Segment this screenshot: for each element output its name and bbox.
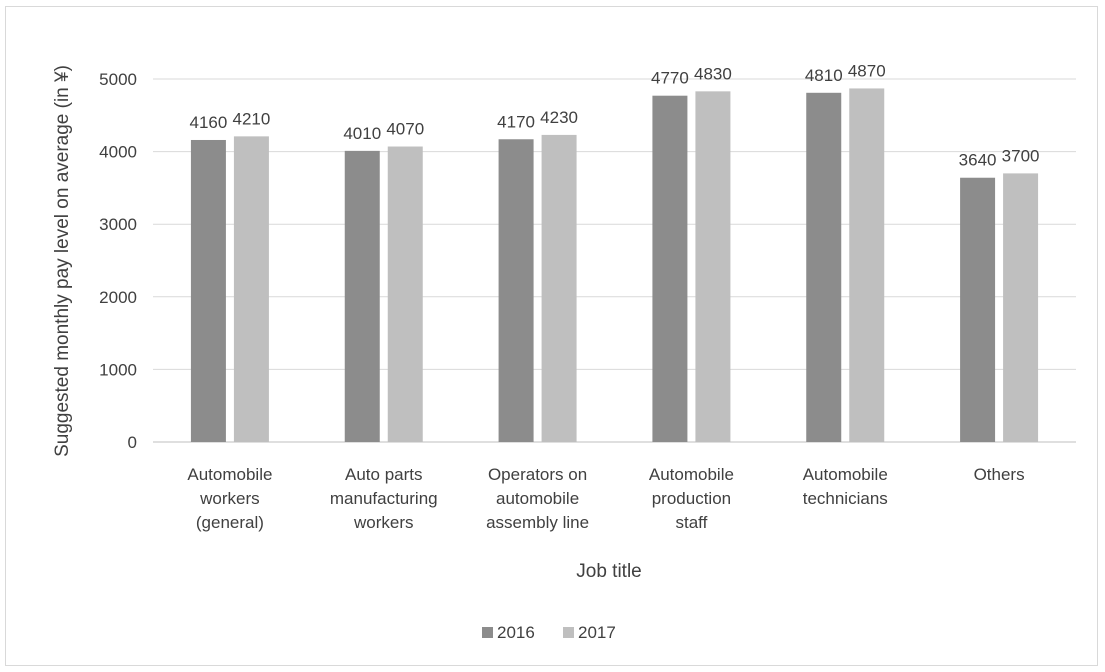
bar-2017-3 (695, 91, 731, 442)
x-category-label: Auto parts manufacturing workers (330, 465, 438, 532)
data-label: 3640 (959, 151, 997, 170)
data-label: 3700 (1002, 146, 1040, 165)
data-label: 4870 (848, 61, 886, 80)
legend-swatch-2016 (482, 627, 493, 638)
data-label: 4210 (233, 109, 271, 128)
bar-2016-1 (344, 150, 380, 442)
data-labels: 4160 4210 4010 4070 4170 4230 4770 4830 4810 4870… (190, 61, 1040, 169)
bar-2017-0 (233, 136, 269, 442)
data-label: 4810 (805, 66, 843, 85)
data-label: 4010 (343, 124, 381, 143)
y-tick-label: 3000 (99, 215, 137, 234)
y-tick-label: 0 (128, 433, 137, 452)
bar-2016-3 (652, 95, 688, 442)
y-tick-label: 4000 (99, 143, 137, 162)
bar-2016-2 (498, 139, 534, 442)
data-label: 4830 (694, 64, 732, 83)
data-label: 4170 (497, 112, 535, 131)
y-tick-label: 1000 (99, 360, 137, 379)
x-category-label: Automobile technicians (803, 465, 888, 508)
y-tick-label: 5000 (99, 70, 137, 89)
x-category-label: Automobile production staff (649, 465, 734, 532)
bar-2017-4 (849, 88, 885, 443)
legend: 2016 2017 (482, 623, 616, 642)
bar-2016-5 (960, 177, 996, 442)
y-axis-title: Suggested monthly pay level on average (… (52, 65, 73, 457)
bars (190, 88, 1039, 443)
bar-2017-2 (541, 134, 577, 443)
y-tick-label: 2000 (99, 288, 137, 307)
legend-label: 2017 (578, 623, 616, 642)
bar-2016-4 (806, 92, 842, 442)
x-category-label: Others (974, 465, 1025, 484)
gridlines (153, 78, 1076, 443)
data-label: 4070 (386, 120, 424, 139)
x-category-label: Operators on automobile assembly line (486, 465, 589, 532)
data-label: 4230 (540, 108, 578, 127)
bar-2017-1 (387, 146, 423, 442)
data-label: 4770 (651, 69, 689, 88)
x-category-label: Automobile workers (general) (187, 465, 272, 532)
bar-2017-5 (1003, 173, 1039, 442)
bar-2016-0 (190, 139, 226, 442)
y-axis-ticks: 0 1000 2000 3000 4000 5000 (99, 70, 137, 452)
data-label: 4160 (190, 113, 228, 132)
x-axis-categories: Automobile workers (general) Auto parts manu… (187, 465, 1024, 532)
x-axis-title: Job title (576, 561, 641, 582)
legend-swatch-2017 (563, 627, 574, 638)
legend-label: 2016 (497, 623, 535, 642)
